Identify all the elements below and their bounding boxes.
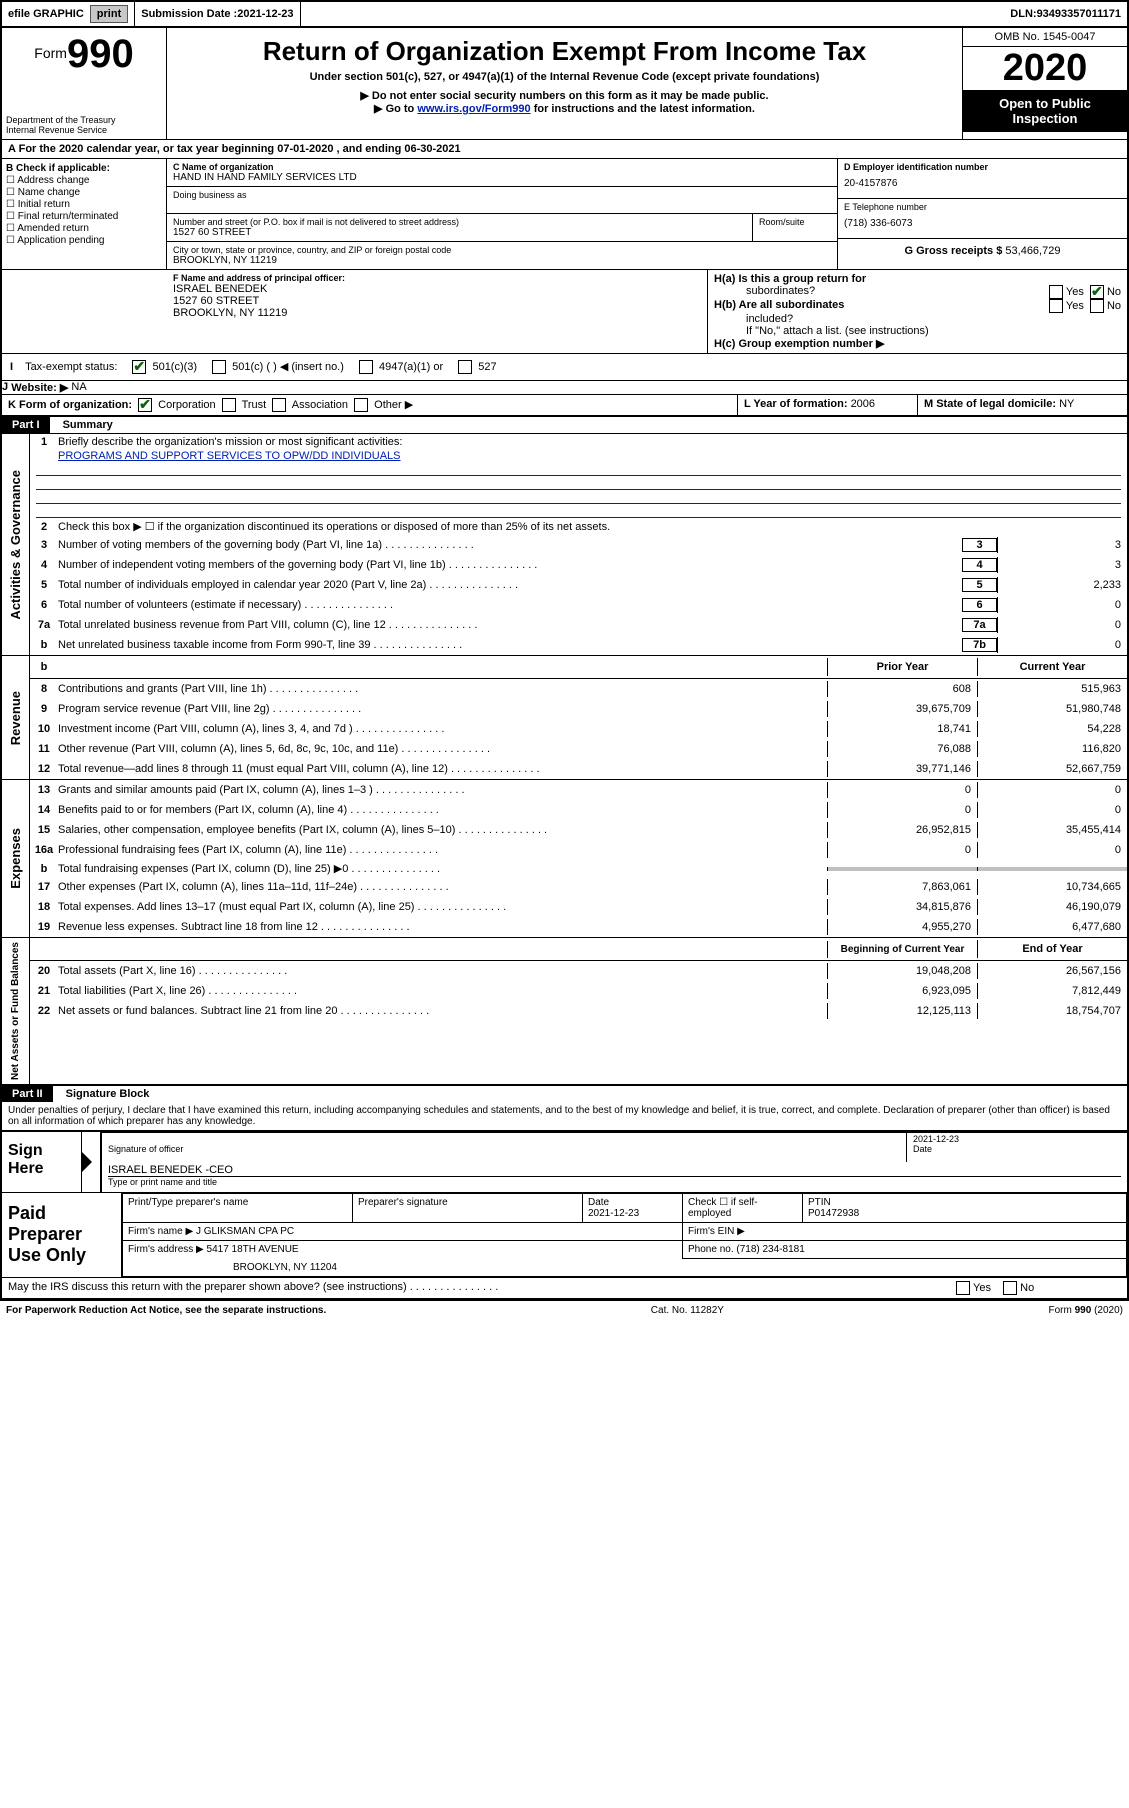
l3: Number of voting members of the governin… <box>58 539 962 551</box>
table-row: 10Investment income (Part VIII, column (… <box>30 719 1127 739</box>
l2: Check this box ▶ ☐ if the organization d… <box>58 520 1127 533</box>
state-domicile: M State of legal domicile: NY <box>917 395 1127 415</box>
table-row: 13Grants and similar amounts paid (Part … <box>30 780 1127 800</box>
gross-receipts: G Gross receipts $ 53,466,729 <box>838 239 1127 263</box>
chk-name-change[interactable]: ☐ Name change <box>6 187 162 198</box>
sig-officer: Signature of officer <box>102 1132 907 1162</box>
room-box: Room/suite <box>752 214 837 242</box>
col-current: Current Year <box>977 658 1127 676</box>
form-org-row: K Form of organization: Corporation Trus… <box>2 395 737 415</box>
part-i-header: Part I Summary <box>2 415 1127 433</box>
ein-box: D Employer identification number 20-4157… <box>838 159 1127 199</box>
chk-final-return[interactable]: ☐ Final return/terminated <box>6 211 162 222</box>
chk-amended[interactable]: ☐ Amended return <box>6 223 162 234</box>
side-revenue: Revenue <box>2 656 30 779</box>
l1: Briefly describe the organization's miss… <box>58 436 1127 448</box>
table-row: 8Contributions and grants (Part VIII, li… <box>30 679 1127 699</box>
chk-corp[interactable] <box>138 398 152 412</box>
table-row: 21Total liabilities (Part X, line 26)6,9… <box>30 981 1127 1001</box>
check-applicable: B Check if applicable: ☐ Address change … <box>2 159 167 269</box>
page-footer: For Paperwork Reduction Act Notice, see … <box>0 1300 1129 1320</box>
chk-501c3[interactable] <box>132 360 146 374</box>
table-row: 14Benefits paid to or for members (Part … <box>30 800 1127 820</box>
paid-preparer-label: Paid Preparer Use Only <box>2 1193 122 1277</box>
city-box: City or town, state or province, country… <box>167 242 837 269</box>
chk-527[interactable] <box>458 360 472 374</box>
ha-yes[interactable] <box>1049 285 1063 299</box>
table-row: 19Revenue less expenses. Subtract line 1… <box>30 917 1127 937</box>
dba-box: Doing business as <box>167 187 837 214</box>
side-governance: Activities & Governance <box>2 434 30 655</box>
preparer-table: Print/Type preparer's name Preparer's si… <box>122 1193 1127 1277</box>
submission-date: Submission Date : 2021-12-23 <box>135 2 300 26</box>
table-row: bTotal fundraising expenses (Part IX, co… <box>30 860 1127 877</box>
form-id: Form990 Department of the Treasury Inter… <box>2 28 167 139</box>
phone-box: E Telephone number (718) 336-6073 <box>838 199 1127 239</box>
tax-period: A For the 2020 calendar year, or tax yea… <box>2 139 1127 158</box>
table-row: 11Other revenue (Part VIII, column (A), … <box>30 739 1127 759</box>
col-prior: Prior Year <box>827 658 977 676</box>
efile-label: efile GRAPHIC print <box>2 2 135 26</box>
l7a: Total unrelated business revenue from Pa… <box>58 619 962 631</box>
chk-trust[interactable] <box>222 398 236 412</box>
sig-date: 2021-12-23Date <box>907 1132 1127 1162</box>
table-row: 15Salaries, other compensation, employee… <box>30 820 1127 840</box>
chk-address-change[interactable]: ☐ Address change <box>6 175 162 186</box>
officer-box: F Name and address of principal officer:… <box>167 270 707 353</box>
street-box: Number and street (or P.O. box if mail i… <box>167 214 752 242</box>
discuss-yes[interactable] <box>956 1281 970 1295</box>
part-ii-header: Part II Signature Block <box>2 1084 1127 1102</box>
year-formation: L Year of formation: 2006 <box>737 395 917 415</box>
table-row: 17Other expenses (Part IX, column (A), l… <box>30 877 1127 897</box>
table-row: 22Net assets or fund balances. Subtract … <box>30 1001 1127 1021</box>
group-return-box: H(a) Is this a group return for subordin… <box>707 270 1127 353</box>
chk-initial-return[interactable]: ☐ Initial return <box>6 199 162 210</box>
hb-yes[interactable] <box>1049 299 1063 313</box>
table-row: 18Total expenses. Add lines 13–17 (must … <box>30 897 1127 917</box>
l5: Total number of individuals employed in … <box>58 579 962 591</box>
hb-no[interactable] <box>1090 299 1104 313</box>
side-expenses: Expenses <box>2 780 30 937</box>
chk-app-pending[interactable]: ☐ Application pending <box>6 235 162 246</box>
chk-501c[interactable] <box>212 360 226 374</box>
table-row: 12Total revenue—add lines 8 through 11 (… <box>30 759 1127 779</box>
sig-name: ISRAEL BENEDEK -CEO Type or print name a… <box>102 1162 1127 1189</box>
table-row: 9Program service revenue (Part VIII, lin… <box>30 699 1127 719</box>
ha-no[interactable] <box>1090 285 1104 299</box>
table-row: 16aProfessional fundraising fees (Part I… <box>30 840 1127 860</box>
print-button[interactable]: print <box>90 5 128 23</box>
dln: DLN: 93493357011171 <box>1004 2 1127 26</box>
chk-other[interactable] <box>354 398 368 412</box>
top-bar: efile GRAPHIC print Submission Date : 20… <box>0 0 1129 28</box>
form-title-block: Return of Organization Exempt From Incom… <box>167 28 962 139</box>
form-title: Return of Organization Exempt From Incom… <box>175 36 954 67</box>
instructions-link[interactable]: www.irs.gov/Form990 <box>417 103 530 115</box>
side-netassets: Net Assets or Fund Balances <box>2 938 30 1084</box>
discuss-no[interactable] <box>1003 1281 1017 1295</box>
org-name-box: C Name of organization HAND IN HAND FAMI… <box>167 159 837 187</box>
perjury-text: Under penalties of perjury, I declare th… <box>2 1102 1127 1130</box>
year-block: OMB No. 1545-0047 2020 Open to PublicIns… <box>962 28 1127 139</box>
l4: Number of independent voting members of … <box>58 559 962 571</box>
discuss-row: May the IRS discuss this return with the… <box>2 1278 947 1298</box>
chk-4947[interactable] <box>359 360 373 374</box>
sign-here-label: Sign Here <box>2 1132 82 1192</box>
chk-assoc[interactable] <box>272 398 286 412</box>
table-row: 20Total assets (Part X, line 16)19,048,2… <box>30 961 1127 981</box>
tax-status-row: I Tax-exempt status: 501(c)(3) 501(c) ( … <box>2 353 1127 380</box>
mission-link[interactable]: PROGRAMS AND SUPPORT SERVICES TO OPW/DD … <box>58 450 401 462</box>
l7b: Net unrelated business taxable income fr… <box>58 639 962 651</box>
l6: Total number of volunteers (estimate if … <box>58 599 962 611</box>
website-row: J Website: ▶ NA <box>2 380 1127 394</box>
arrow-icon <box>82 1152 92 1172</box>
